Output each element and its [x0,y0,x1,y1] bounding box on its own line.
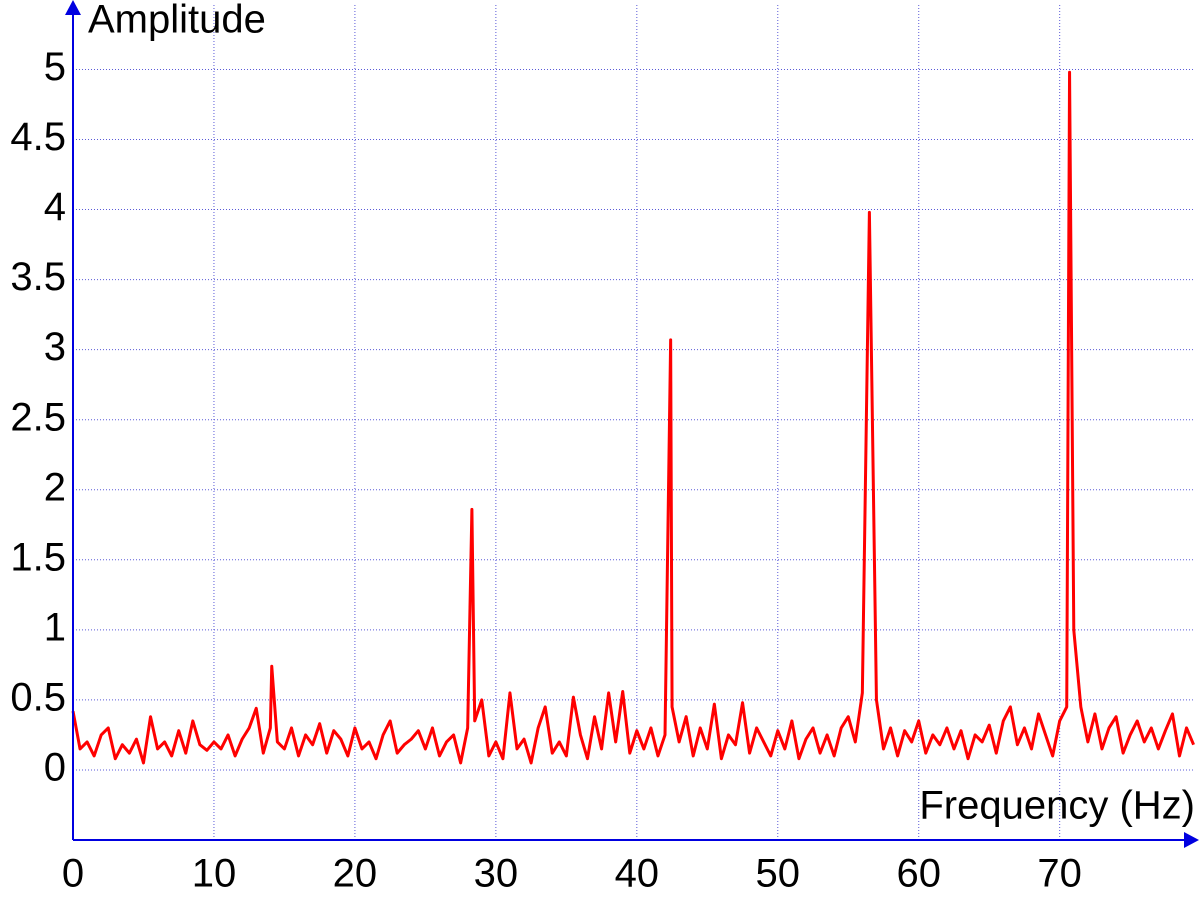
x-tick-label: 40 [615,852,660,896]
y-tick-label: 5 [44,45,66,89]
x-tick-label: 50 [756,852,801,896]
x-axis-label: Frequency (Hz) [919,784,1195,828]
y-tick-label: 1.5 [10,535,66,579]
y-tick-label: 3 [44,325,66,369]
y-tick-label: 2.5 [10,395,66,439]
y-tick-label: 4 [44,185,66,229]
x-tick-label: 60 [896,852,941,896]
y-tick-label: 4.5 [10,115,66,159]
y-axis-label: Amplitude [88,0,266,42]
x-tick-label: 0 [62,852,84,896]
x-tick-label: 10 [192,852,237,896]
series-line [71,70,1195,765]
y-tick-label: 3.5 [10,255,66,299]
x-tick-label: 20 [333,852,378,896]
x-tick-label: 30 [474,852,519,896]
y-tick-label: 0.5 [10,675,66,719]
y-axis-arrow [65,0,81,15]
y-tick-label: 0 [44,746,66,790]
y-tick-label: 1 [44,605,66,649]
grid [72,5,1195,840]
y-tick-label: 2 [44,465,66,509]
x-tick-label: 70 [1037,852,1082,896]
plot-area [71,70,1195,765]
x-axis-arrow [1184,832,1199,848]
